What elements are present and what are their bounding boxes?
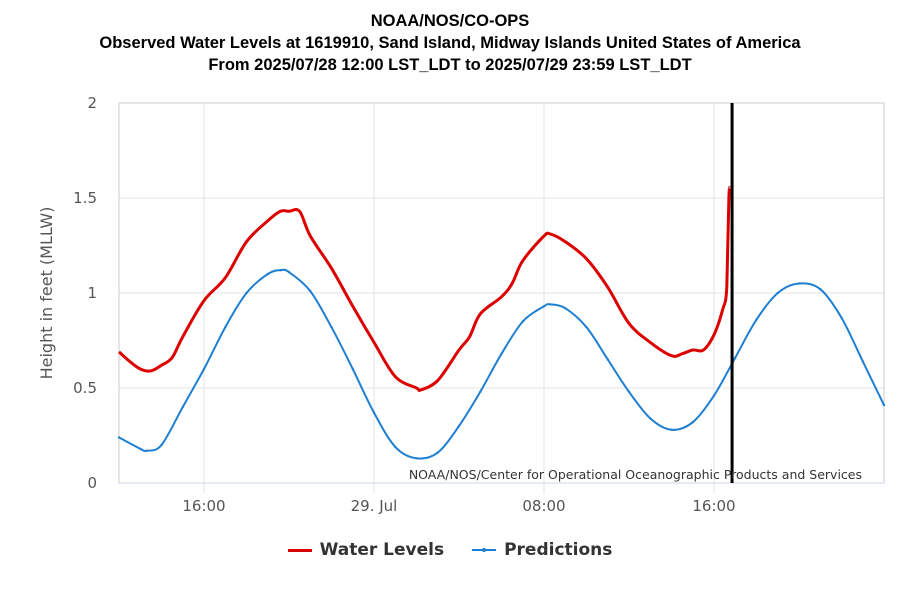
legend-label-predictions: Predictions (504, 540, 613, 560)
prediction-point (840, 316, 843, 319)
prediction-point (145, 449, 148, 452)
legend: Water Levels Predictions (0, 540, 900, 560)
predictions-swatch-icon (472, 548, 497, 552)
prediction-point (861, 360, 864, 363)
chart-subtitle-daterange: From 2025/07/28 12:00 LST_LDT to 2025/07… (208, 56, 692, 74)
y-tick-label: 1 (87, 284, 97, 302)
water-levels-series-line (117, 186, 732, 392)
prediction-point (394, 445, 397, 449)
prediction-point (712, 394, 716, 397)
prediction-point (564, 307, 567, 310)
prediction-point (279, 269, 282, 272)
prediction-point (797, 282, 801, 285)
x-tick-label: 29. Jul (351, 497, 398, 515)
prediction-point (542, 305, 546, 308)
water-levels-swatch-icon (287, 548, 312, 552)
prediction-point (245, 291, 248, 295)
prediction-point (202, 367, 206, 371)
prediction-point (287, 270, 291, 274)
prediction-point (351, 367, 354, 371)
prediction-point (882, 403, 886, 407)
y-axis: 0 0.5 1 1.5 2 (73, 94, 97, 492)
credit-text: NOAA/NOS/Center for Operational Oceanogr… (409, 467, 862, 482)
y-tick-label: 1.5 (73, 189, 97, 207)
prediction-point (139, 447, 142, 450)
prediction-point (181, 405, 184, 409)
prediction-point (457, 424, 461, 428)
prediction-point (627, 390, 631, 393)
prediction-point (776, 291, 779, 295)
x-tick-label: 08:00 (522, 497, 565, 515)
legend-label-water-levels: Water Levels (319, 540, 445, 560)
prediction-point (649, 417, 652, 420)
prediction-point (117, 436, 121, 439)
x-tick-label: 16:00 (182, 497, 225, 515)
prediction-point (819, 288, 822, 291)
x-axis: 16:00 29. Jul 08:00 16:00 (119, 482, 884, 515)
prediction-point (755, 318, 758, 321)
y-tick-label: 0 (87, 474, 97, 492)
y-axis-title: Height in feet (MLLW) (37, 207, 56, 380)
y-tick-label: 0.5 (73, 379, 97, 397)
series-layer (117, 186, 886, 460)
x-tick-label: 16:00 (692, 497, 735, 515)
prediction-point (415, 457, 418, 460)
prediction-point (309, 289, 312, 293)
prediction-point (224, 326, 227, 329)
predictions-series-line (118, 268, 885, 460)
legend-item-predictions[interactable]: Predictions (472, 540, 612, 560)
prediction-point (670, 428, 673, 431)
prediction-point (521, 320, 524, 323)
y-tick-label: 2 (87, 94, 97, 112)
legend-item-water-levels[interactable]: Water Levels (287, 540, 445, 560)
chart-subtitle-station: Observed Water Levels at 1619910, Sand I… (99, 34, 801, 52)
prediction-point (266, 272, 269, 276)
prediction-point (330, 326, 333, 329)
prediction-point (549, 303, 552, 306)
prediction-point (479, 390, 482, 393)
prediction-point (436, 451, 439, 454)
prediction-point (734, 356, 737, 359)
chart-title-block: NOAA/NOS/CO-OPS Observed Water Levels at… (0, 10, 900, 76)
prediction-point (160, 443, 163, 447)
prediction-point (691, 421, 694, 424)
prediction-point (500, 352, 503, 355)
prediction-point (585, 326, 588, 329)
prediction-point (606, 358, 609, 361)
prediction-point (372, 411, 376, 414)
chart-title: NOAA/NOS/CO-OPS (370, 12, 530, 30)
